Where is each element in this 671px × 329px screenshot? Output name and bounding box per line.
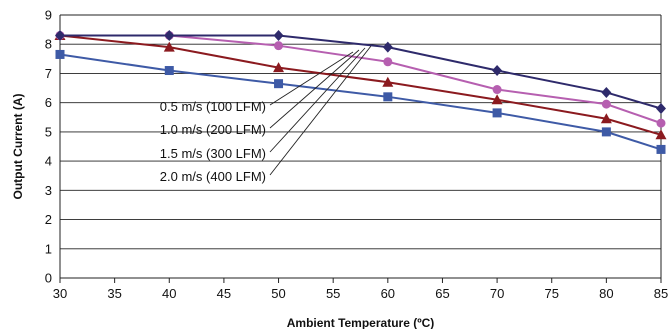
series-1-line <box>59 53 662 151</box>
x-axis-title: Ambient Temperature (ºC) <box>287 316 435 329</box>
y-axis-title: Output Current (A) <box>11 94 25 200</box>
x-tick-label-85: 85 <box>654 286 668 301</box>
series-1-point-85 <box>656 144 666 154</box>
series-4-point-60 <box>382 41 393 53</box>
y-tick-label-9: 9 <box>45 8 52 23</box>
x-tick-label-60: 60 <box>381 286 395 301</box>
series-4-line <box>60 34 662 110</box>
x-tick-label-80: 80 <box>599 286 613 301</box>
series-1-point-60 <box>383 92 393 102</box>
legend-leader-2 <box>269 49 360 129</box>
series-2-point-60 <box>382 76 394 87</box>
series-1-point-40 <box>164 66 174 76</box>
y-axis-ticks: 0 1 2 3 4 5 6 7 8 9 <box>45 8 52 286</box>
y-tick-label-1: 1 <box>45 241 52 256</box>
x-tick-label-35: 35 <box>107 286 121 301</box>
x-axis-ticks: 30 35 40 45 50 55 60 65 70 75 80 85 <box>53 278 668 301</box>
series-1-point-30 <box>55 49 65 59</box>
series-4-point-40 <box>164 29 175 41</box>
series-2-point-40 <box>163 41 175 52</box>
series-1 <box>55 49 666 154</box>
series-2-point-85 <box>655 129 667 140</box>
x-tick-label-70: 70 <box>490 286 504 301</box>
x-tick-label-40: 40 <box>162 286 176 301</box>
legend-label-3: 1.5 m/s (300 LFM) <box>160 146 266 161</box>
series-2-point-50 <box>273 62 285 73</box>
series-1-point-50 <box>274 79 284 89</box>
y-tick-label-8: 8 <box>45 37 52 52</box>
y-tick-label-5: 5 <box>45 124 52 139</box>
x-tick-label-55: 55 <box>326 286 340 301</box>
series-group <box>54 29 667 154</box>
grid-lines <box>59 14 662 279</box>
legend-label-1: 0.5 m/s (100 LFM) <box>160 99 266 114</box>
series-3-point-50 <box>274 41 284 51</box>
series-4 <box>55 29 666 115</box>
series-4-point-70 <box>492 65 503 77</box>
x-tick-label-30: 30 <box>53 286 67 301</box>
series-4-point-50 <box>273 29 284 41</box>
legend-label-2: 1.0 m/s (200 LFM) <box>160 122 266 137</box>
x-tick-label-50: 50 <box>271 286 285 301</box>
y-tick-label-6: 6 <box>45 95 52 110</box>
series-4-point-85 <box>656 103 666 115</box>
series-3-point-70 <box>492 85 502 95</box>
legend-leader-1 <box>269 51 354 106</box>
y-tick-label-0: 0 <box>45 271 52 286</box>
legend-leader-4 <box>269 45 372 176</box>
series-4-point-80 <box>601 86 612 98</box>
series-3-point-80 <box>601 99 611 109</box>
series-2-point-80 <box>600 113 612 124</box>
legend-leader-3 <box>269 47 366 153</box>
y-tick-label-7: 7 <box>45 66 52 81</box>
series-2 <box>54 29 667 140</box>
series-3-point-60 <box>383 57 393 67</box>
series-2-point-70 <box>491 94 503 105</box>
x-tick-label-65: 65 <box>435 286 449 301</box>
y-tick-label-2: 2 <box>45 212 52 227</box>
series-3-point-85 <box>656 118 666 128</box>
series-1-point-70 <box>492 108 502 118</box>
series-1-point-80 <box>601 127 611 137</box>
series-4-point-30 <box>55 29 65 41</box>
x-tick-label-75: 75 <box>544 286 558 301</box>
y-tick-label-3: 3 <box>45 183 52 198</box>
x-tick-label-45: 45 <box>217 286 231 301</box>
y-tick-label-4: 4 <box>45 154 52 169</box>
legend-label-4: 2.0 m/s (400 LFM) <box>160 169 266 184</box>
legend: 0.5 m/s (100 LFM) 1.0 m/s (200 LFM) 1.5 m/… <box>160 45 372 184</box>
